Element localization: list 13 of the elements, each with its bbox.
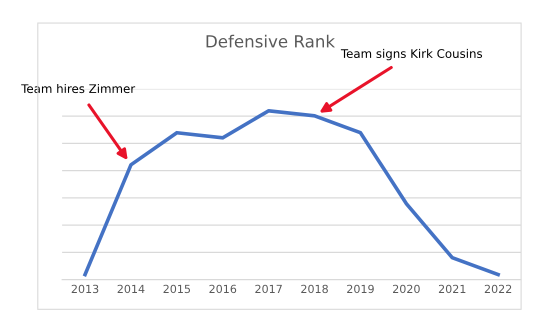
x-tick-label: 2015 — [164, 284, 190, 294]
x-tick-label: 2019 — [347, 284, 374, 294]
chart-title: Defensive Rank — [206, 34, 336, 48]
annotation: Team hires Zimmer — [21, 84, 136, 94]
x-tick-label: 2018 — [301, 284, 328, 294]
annotation: Team signs Kirk Cousins — [340, 48, 482, 60]
x-tick-label: 2022 — [484, 284, 512, 294]
x-tick-label: 2013 — [72, 284, 98, 294]
x-tick-label: 2020 — [393, 284, 420, 294]
x-tick-label: 2016 — [209, 284, 236, 294]
x-tick-label: 2021 — [438, 284, 466, 294]
x-tick-label: 2014 — [118, 284, 144, 294]
x-tick-label: 2017 — [255, 284, 282, 294]
